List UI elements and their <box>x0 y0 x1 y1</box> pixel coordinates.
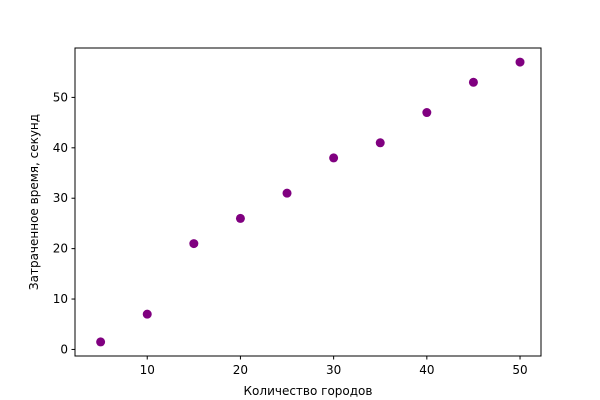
plot-frame <box>74 47 542 357</box>
y-tick-label: 10 <box>53 292 68 306</box>
data-point <box>142 309 152 319</box>
x-axis-ticks: 10 20 30 40 50 <box>140 356 528 377</box>
plot-area <box>75 48 541 356</box>
data-point <box>329 153 339 163</box>
x-tick-label: 40 <box>419 363 434 377</box>
data-point <box>282 188 292 198</box>
x-tick-label: 10 <box>140 363 155 377</box>
data-point <box>422 108 432 118</box>
data-point <box>515 57 525 67</box>
x-tick-label: 30 <box>326 363 341 377</box>
data-point <box>189 239 199 249</box>
x-tick-label: 50 <box>512 363 527 377</box>
y-axis-ticks: 0 10 20 30 40 50 <box>53 90 75 356</box>
data-points <box>96 57 525 347</box>
x-tick-label: 20 <box>233 363 248 377</box>
x-axis-label: Количество городов <box>244 384 373 398</box>
y-tick-label: 40 <box>53 141 68 155</box>
data-point <box>235 213 245 223</box>
data-point <box>96 337 106 347</box>
y-axis-label: Затраченное время, секунд <box>27 114 41 290</box>
y-tick-label: 20 <box>53 242 68 256</box>
data-point <box>375 138 385 148</box>
data-point <box>468 77 478 87</box>
y-tick-label: 30 <box>53 191 68 205</box>
y-tick-label: 0 <box>60 342 68 356</box>
y-tick-label: 50 <box>53 90 68 104</box>
